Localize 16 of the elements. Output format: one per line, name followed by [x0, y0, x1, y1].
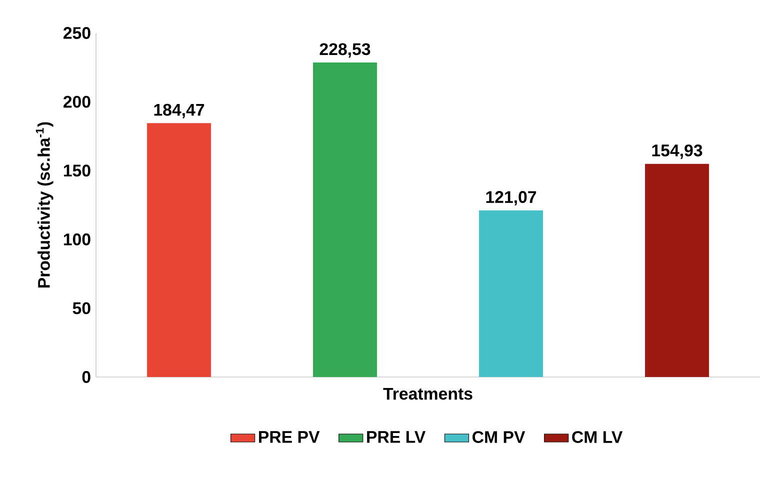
- y-tick-label: 0: [82, 371, 90, 383]
- y-tick-label: 100: [64, 233, 90, 246]
- x-axis-title: Treatments: [383, 388, 472, 400]
- data-label: 154,93: [652, 144, 702, 159]
- legend-label: CM LV: [572, 431, 623, 443]
- y-tick-label: 150: [64, 164, 90, 177]
- data-label: 228,53: [320, 43, 370, 58]
- y-tick-label: 200: [63, 96, 90, 108]
- y-tick-label: 250: [63, 27, 90, 39]
- y-axis-title: Productivity (sc.ha$^{-1}$): [36, 122, 54, 288]
- legend-label: PRE PV: [259, 431, 320, 443]
- data-label: 184,47: [154, 104, 204, 118]
- legend-label: PRE LV: [367, 431, 426, 443]
- y-tick-label: 50: [72, 302, 90, 314]
- legend-label: CM PV: [472, 431, 526, 443]
- data-label: 121,07: [486, 191, 536, 206]
